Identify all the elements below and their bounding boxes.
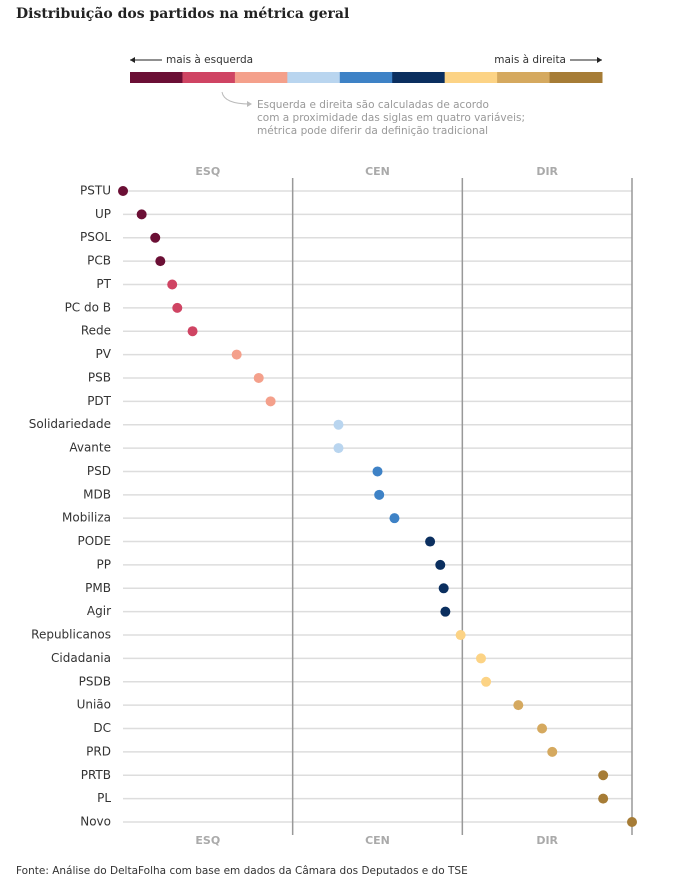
category-label: PSTU	[80, 184, 111, 198]
dot	[425, 536, 436, 547]
category-label: PV	[96, 347, 112, 361]
legend-swatch	[130, 72, 183, 83]
category-label: DC	[93, 721, 111, 735]
dot	[537, 723, 548, 734]
category-label: PSD	[87, 464, 111, 478]
dot	[435, 559, 446, 570]
dot	[455, 630, 466, 641]
legend-right: mais à direita	[494, 54, 566, 66]
category-label: União	[77, 698, 111, 712]
note: com a proximidade das siglas em quatro v…	[257, 112, 525, 124]
dot	[155, 256, 166, 267]
note: Esquerda e direita são calculadas de aco…	[257, 99, 489, 111]
arrow-head	[597, 57, 602, 63]
dot	[627, 817, 637, 827]
dot	[513, 700, 524, 711]
category-label: PMB	[85, 581, 111, 595]
zone-label: DIR	[536, 165, 558, 178]
dot	[389, 513, 400, 524]
category-label: Republicanos	[31, 628, 111, 642]
dot	[547, 746, 558, 757]
legend-swatch	[234, 72, 288, 83]
dot	[440, 606, 451, 617]
category-label: Rede	[81, 324, 111, 338]
category-label: Mobiliza	[62, 511, 111, 525]
category-label: PRD	[86, 744, 111, 758]
zone-label: CEN	[365, 834, 390, 847]
category-label: PSDB	[79, 674, 111, 688]
category-label: PC do B	[65, 300, 111, 314]
category-label: PSB	[88, 370, 111, 384]
zone-label: ESQ	[195, 165, 220, 178]
dot	[438, 583, 449, 594]
category-label: UP	[95, 207, 111, 221]
legend-swatch	[182, 72, 236, 83]
dot	[598, 770, 609, 781]
dot	[167, 279, 178, 290]
category-label: PP	[97, 557, 111, 571]
dot	[231, 349, 242, 360]
legend-swatch	[392, 72, 446, 83]
legend-swatch	[339, 72, 393, 83]
note-arrow	[221, 91, 251, 105]
category-label: PODE	[77, 534, 111, 548]
category-label: Agir	[87, 604, 111, 618]
category-label: Cidadania	[51, 651, 111, 665]
dot	[136, 209, 147, 220]
zone-label: ESQ	[195, 834, 220, 847]
zone-label: DIR	[536, 834, 558, 847]
dot	[253, 372, 264, 383]
legend-left: mais à esquerda	[166, 54, 253, 66]
dot	[150, 232, 161, 243]
chart-title: Distribuição dos partidos na métrica ger…	[16, 5, 349, 22]
dot	[118, 186, 128, 196]
legend-swatch	[444, 72, 498, 83]
legend-swatch	[549, 72, 603, 83]
category-label: PCB	[87, 254, 111, 268]
dot	[265, 396, 276, 407]
legend-swatch	[497, 72, 551, 83]
source: Fonte: Análise do DeltaFolha com base em…	[16, 865, 468, 877]
note-arrow-head	[247, 101, 252, 107]
dot	[333, 419, 344, 430]
category-label: PT	[96, 277, 111, 291]
category-label: PRTB	[81, 768, 111, 782]
dot	[333, 443, 344, 454]
dot	[598, 793, 609, 804]
legend-swatch	[287, 72, 341, 83]
zone-label: CEN	[365, 165, 390, 178]
category-label: MDB	[83, 487, 111, 501]
category-label: PSOL	[80, 230, 111, 244]
category-label: PL	[97, 791, 111, 805]
dot	[372, 466, 383, 477]
category-label: Novo	[80, 815, 111, 829]
arrow-head	[130, 57, 135, 63]
note: métrica pode diferir da definição tradic…	[257, 125, 488, 137]
dot	[172, 302, 183, 313]
category-label: Avante	[69, 441, 111, 455]
dot	[475, 653, 486, 664]
dot	[374, 489, 385, 500]
category-label: PDT	[87, 394, 111, 408]
dot	[481, 676, 492, 687]
dot	[187, 326, 198, 337]
category-label: Solidariedade	[29, 417, 111, 431]
